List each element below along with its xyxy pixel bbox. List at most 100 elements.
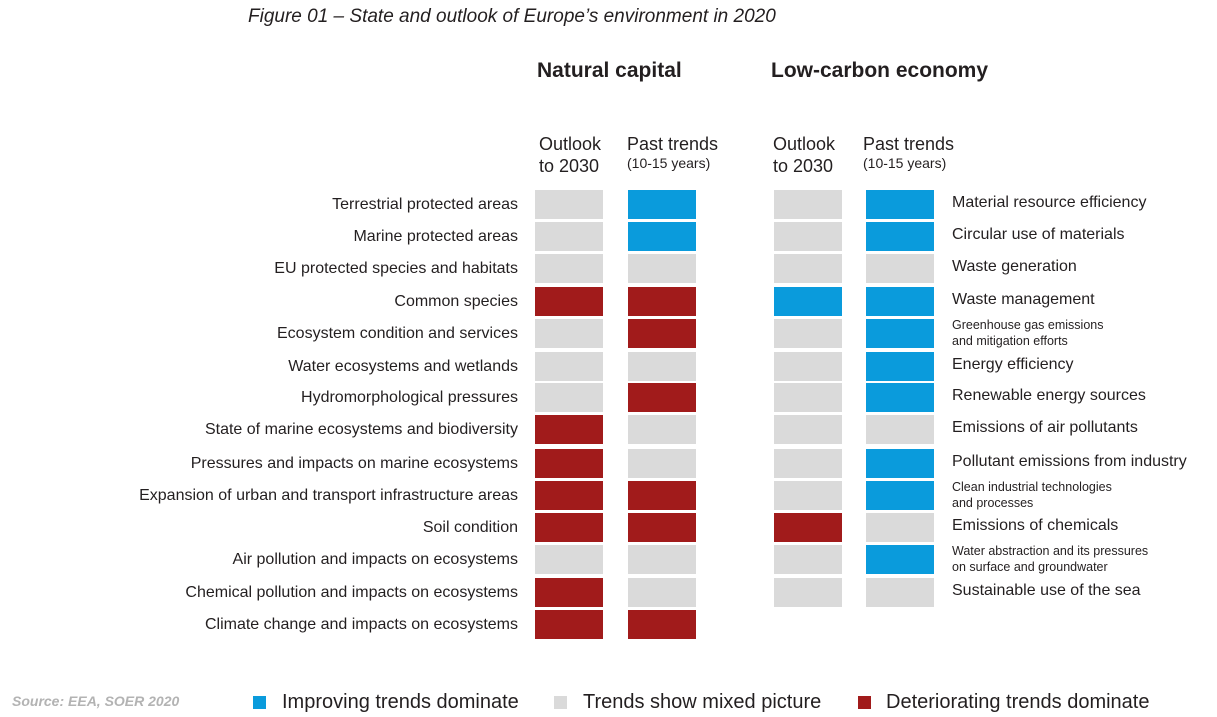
outlook-cell-deteriorating xyxy=(774,513,842,542)
past-trend-cell-deteriorating xyxy=(628,319,696,348)
row-label: Pressures and impacts on marine ecosyste… xyxy=(190,455,518,472)
past-trend-cell-deteriorating xyxy=(628,287,696,316)
outlook-cell-deteriorating xyxy=(535,449,603,478)
past-trend-cell-deteriorating xyxy=(628,383,696,412)
outlook-cell-mixed xyxy=(535,352,603,381)
row-label-line1: Clean industrial technologies xyxy=(952,480,1112,494)
row-label-line1: Circular use of materials xyxy=(952,226,1125,243)
past-trend-cell-improving xyxy=(866,481,934,510)
row-label: State of marine ecosystems and biodivers… xyxy=(204,421,518,438)
row-label-line2: and processes xyxy=(952,496,1034,510)
past-trend-cell-mixed xyxy=(628,449,696,478)
row-label: Marine protected areas xyxy=(353,228,518,245)
outlook-cell-mixed xyxy=(535,190,603,219)
past-trend-cell-improving xyxy=(628,222,696,251)
panel-title-natural-capital: Natural capital xyxy=(537,59,682,82)
source-note: Source: EEA, SOER 2020 xyxy=(12,693,180,709)
outlook-cell-mixed xyxy=(774,319,842,348)
past-trend-cell-mixed xyxy=(628,415,696,444)
legend-label-improving: Improving trends dominate xyxy=(282,691,519,713)
row-label-line1: Waste generation xyxy=(952,258,1077,275)
row-label: Renewable energy sources xyxy=(952,386,1146,406)
past-trend-cell-mixed xyxy=(628,578,696,607)
row-label: Energy efficiency xyxy=(952,355,1074,375)
outlook-cell-mixed xyxy=(535,383,603,412)
legend-label-mixed: Trends show mixed picture xyxy=(583,691,822,713)
row-label: Waste generation xyxy=(952,257,1077,277)
figure-title: Figure 01 – State and outlook of Europe’… xyxy=(248,6,776,27)
low-carbon-past-trends-header: Past trends (10-15 years) xyxy=(863,133,954,171)
outlook-cell-deteriorating xyxy=(535,513,603,542)
row-label: Expansion of urban and transport infrast… xyxy=(139,487,518,504)
legend-label-deteriorating: Deteriorating trends dominate xyxy=(886,691,1150,713)
row-label: Hydromorphological pressures xyxy=(301,389,518,406)
row-label: Air pollution and impacts on ecosystems xyxy=(232,551,518,568)
past-trend-cell-mixed xyxy=(866,254,934,283)
outlook-cell-mixed xyxy=(774,578,842,607)
row-label: Sustainable use of the sea xyxy=(952,581,1141,601)
past-trend-cell-improving xyxy=(866,319,934,348)
outlook-header-line2: to 2030 xyxy=(539,156,600,176)
past-trends-header-line1: Past trends xyxy=(627,134,719,154)
outlook-cell-mixed xyxy=(535,222,603,251)
row-label: Climate change and impacts on ecosystems xyxy=(204,616,518,633)
panel-title-low-carbon-economy: Low-carbon economy xyxy=(771,59,989,82)
past-trend-cell-improving xyxy=(866,287,934,316)
past-trend-cell-improving xyxy=(866,383,934,412)
row-label: Emissions of chemicals xyxy=(952,516,1118,536)
outlook-cell-mixed xyxy=(774,222,842,251)
past-trends-header-sub: (10-15 years) xyxy=(863,155,947,171)
outlook-header-line2: to 2030 xyxy=(773,156,834,176)
row-label-line1: Waste management xyxy=(952,291,1095,308)
row-label: Emissions of air pollutants xyxy=(952,418,1138,438)
outlook-cell-mixed xyxy=(774,415,842,444)
outlook-cell-mixed xyxy=(535,545,603,574)
row-label: Clean industrial technologies and process… xyxy=(952,479,1112,511)
outlook-cell-mixed xyxy=(774,545,842,574)
outlook-cell-deteriorating xyxy=(535,481,603,510)
past-trend-cell-improving xyxy=(866,190,934,219)
outlook-cell-mixed xyxy=(774,481,842,510)
row-label-line1: Greenhouse gas emissions xyxy=(952,318,1104,332)
past-trend-cell-mixed xyxy=(866,513,934,542)
past-trend-cell-improving xyxy=(866,222,934,251)
row-label: Pollutant emissions from industry xyxy=(952,452,1187,472)
low-carbon-outlook-header: Outlook to 2030 xyxy=(773,133,835,177)
past-trend-cell-improving xyxy=(866,545,934,574)
row-label: Soil condition xyxy=(422,519,518,536)
outlook-cell-mixed xyxy=(535,319,603,348)
outlook-header-line1: Outlook xyxy=(773,134,836,154)
past-trend-cell-improving xyxy=(866,352,934,381)
outlook-cell-mixed xyxy=(774,383,842,412)
outlook-cell-mixed xyxy=(774,352,842,381)
legend-swatch-improving xyxy=(253,696,266,709)
row-label: Material resource efficiency xyxy=(952,193,1146,213)
outlook-cell-deteriorating xyxy=(535,287,603,316)
row-label-line1: Water abstraction and its pressures xyxy=(952,544,1149,558)
legend-swatch-mixed xyxy=(554,696,567,709)
outlook-header-line1: Outlook xyxy=(539,134,602,154)
legend-swatch-deteriorating xyxy=(858,696,871,709)
past-trend-cell-deteriorating xyxy=(628,513,696,542)
row-label: Circular use of materials xyxy=(952,225,1125,245)
row-label-line1: Emissions of air pollutants xyxy=(952,419,1138,436)
past-trend-cell-mixed xyxy=(628,545,696,574)
natural-capital-past-trends-header: Past trends (10-15 years) xyxy=(627,133,718,171)
row-label: Water ecosystems and wetlands xyxy=(288,358,518,375)
outlook-cell-mixed xyxy=(774,190,842,219)
past-trend-cell-mixed xyxy=(866,415,934,444)
row-label-line1: Sustainable use of the sea xyxy=(952,582,1141,599)
outlook-cell-deteriorating xyxy=(535,578,603,607)
row-label-line1: Pollutant emissions from industry xyxy=(952,453,1187,470)
row-label-line1: Material resource efficiency xyxy=(952,194,1147,211)
row-label: Water abstraction and its pressures on su… xyxy=(952,543,1148,575)
row-label: Chemical pollution and impacts on ecosys… xyxy=(185,584,518,601)
row-label: Greenhouse gas emissions and mitigation e… xyxy=(952,317,1103,349)
past-trend-cell-deteriorating xyxy=(628,610,696,639)
row-label: EU protected species and habitats xyxy=(274,260,518,277)
natural-capital-outlook-header: Outlook to 2030 xyxy=(539,133,601,177)
past-trend-cell-deteriorating xyxy=(628,481,696,510)
row-label-line1: Renewable energy sources xyxy=(952,387,1146,404)
past-trend-cell-mixed xyxy=(866,578,934,607)
row-label-line1: Energy efficiency xyxy=(952,356,1074,373)
